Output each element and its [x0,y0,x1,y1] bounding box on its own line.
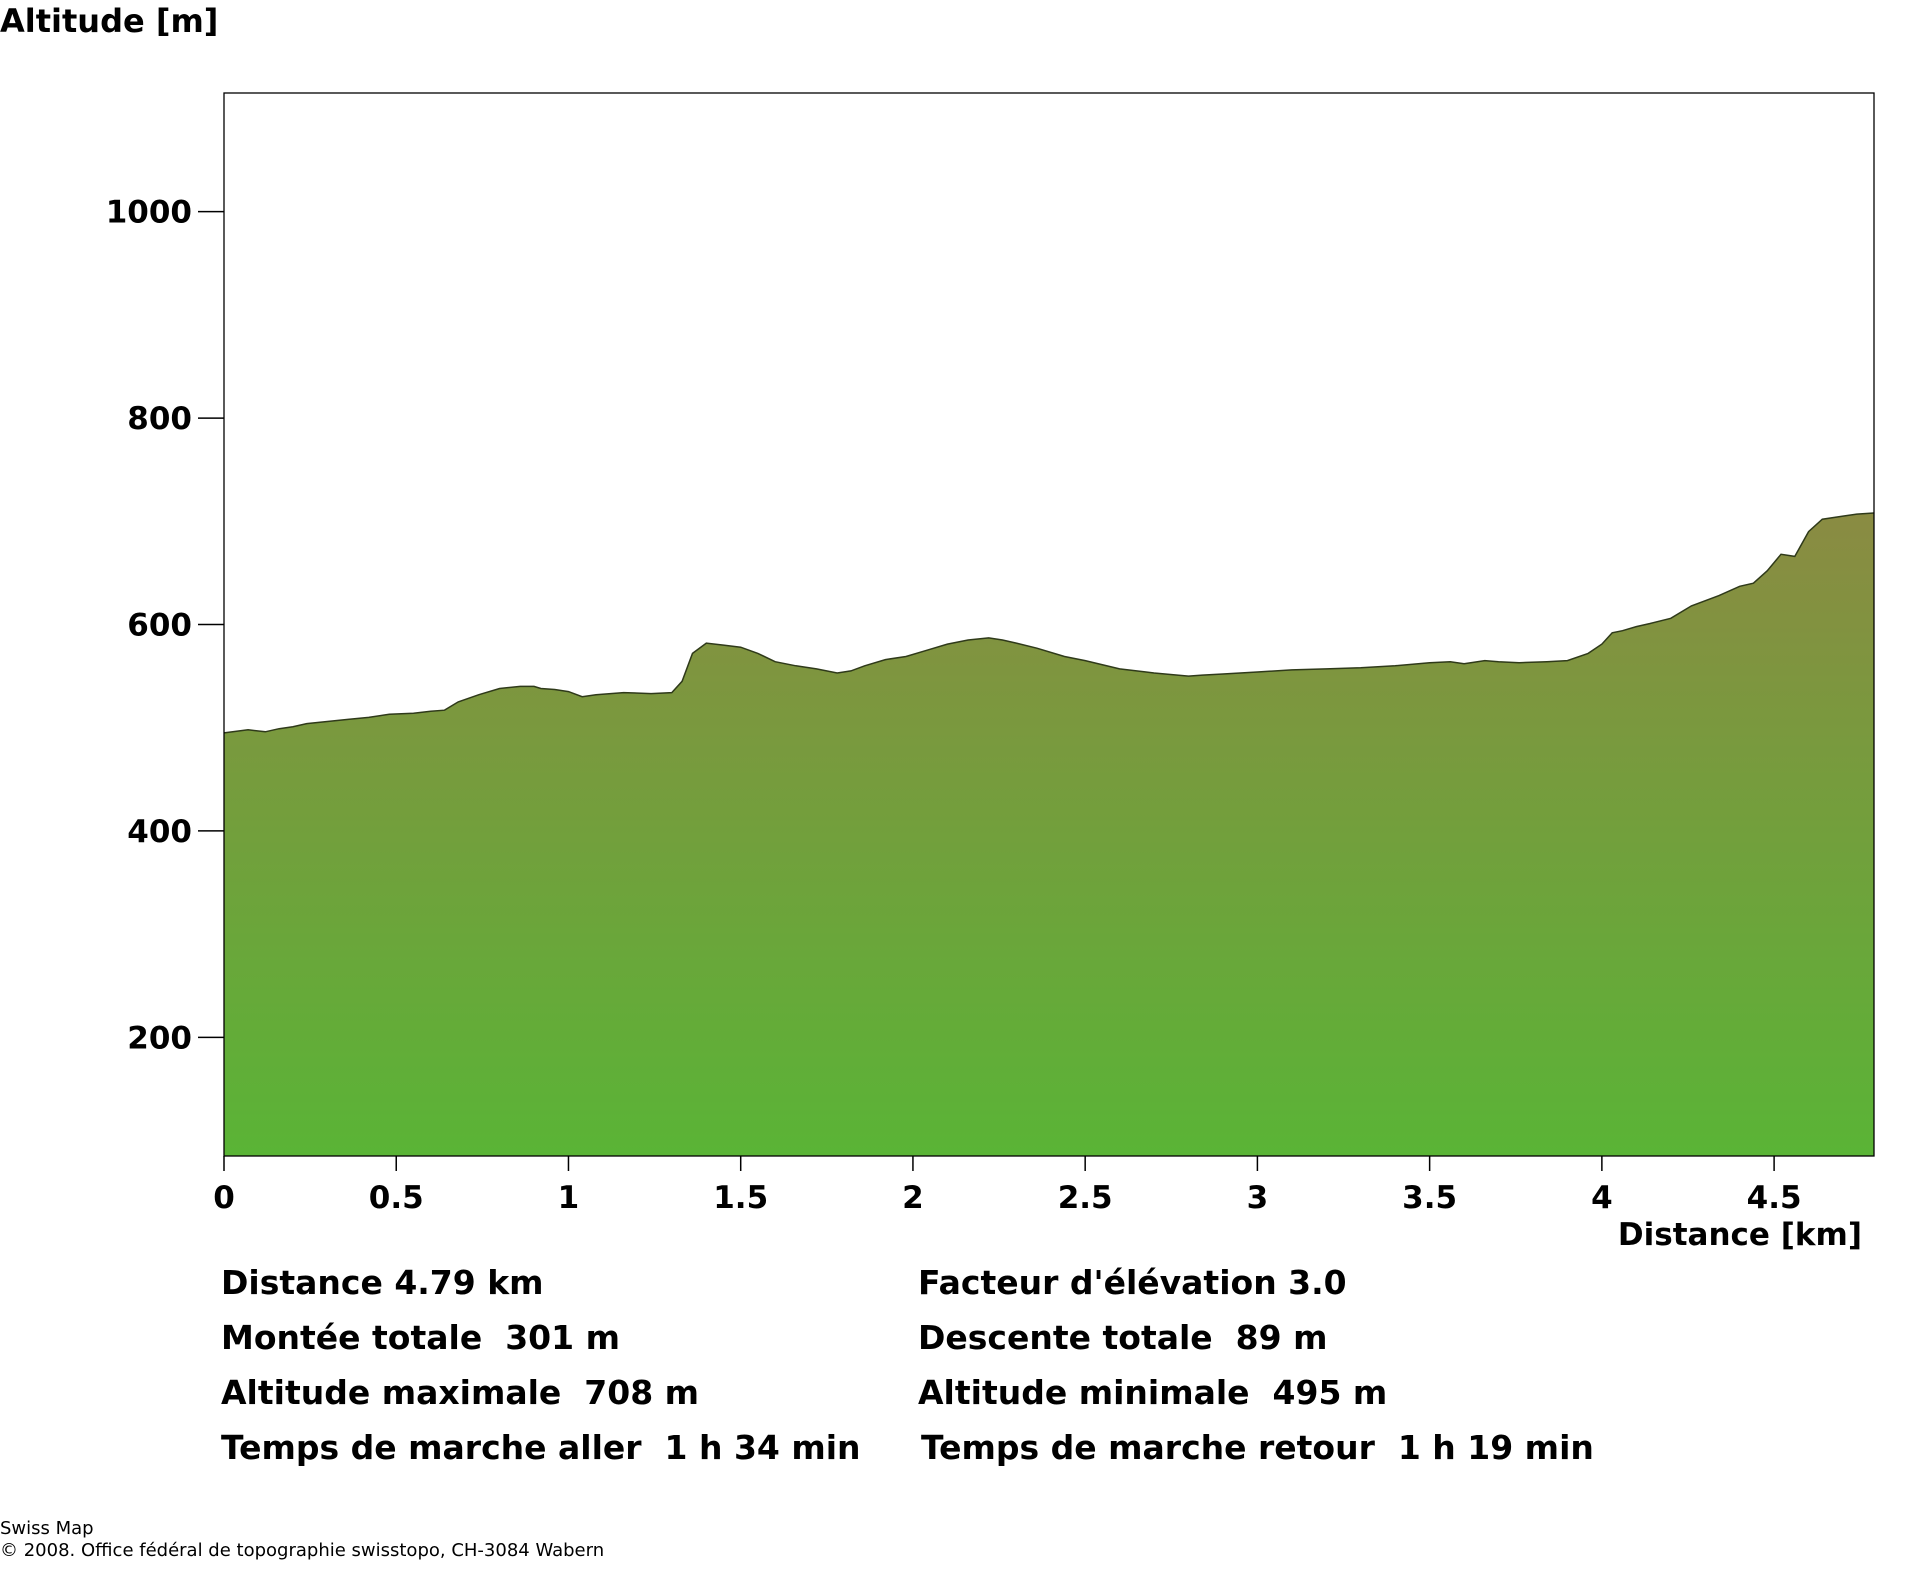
y-tick-label: 600 [127,608,192,644]
elevation-line-0 [223,512,1875,734]
footer-copyright: © 2008. Office fédéral de topographie sw… [0,1540,605,1561]
x-tick-label: 0.5 [369,1180,424,1216]
stat-elevation-factor: Facteur d'élévation 3.0 [918,1263,1347,1302]
x-tick-label: 4 [1591,1180,1613,1216]
stat-max-altitude: Altitude maximale 708 m [221,1373,700,1412]
x-axis-title: Distance [km] [1618,1217,1862,1253]
footer-title: Swiss Map [0,1518,94,1539]
stat-total-descent: Descente totale 89 m [918,1318,1328,1357]
stat-min-altitude: Altitude minimale 495 m [918,1373,1388,1412]
x-tick-label: 3.5 [1402,1180,1457,1216]
x-tick-label: 4.5 [1747,1180,1802,1216]
x-tick-label: 3 [1247,1180,1269,1216]
y-tick-label: 1000 [106,195,192,231]
stat-walk-time-out: Temps de marche aller 1 h 34 min [221,1428,861,1467]
stat-walk-time-return: Temps de marche retour 1 h 19 min [921,1428,1594,1467]
y-axis-title: Altitude [m] [0,2,219,40]
stat-total-ascent: Montée totale 301 m [221,1318,620,1357]
x-tick-label: 2 [902,1180,924,1216]
elevation-chart: 200 400 600 800 1000 0 0.5 1 1.5 2 2.5 3 3.5 4 4.5Dist… [106,92,1875,1253]
y-tick-label: 400 [127,814,192,850]
y-tick-label: 200 [127,1020,192,1056]
x-tick-label: 1 [558,1180,580,1216]
x-tick-label: 0 [213,1180,235,1216]
stat-distance: Distance 4.79 km [221,1263,544,1302]
y-tick-label: 800 [127,401,192,437]
x-tick-label: 2.5 [1058,1180,1113,1216]
x-tick-label: 1.5 [713,1180,768,1216]
elevation-area-0 [224,513,1874,1156]
